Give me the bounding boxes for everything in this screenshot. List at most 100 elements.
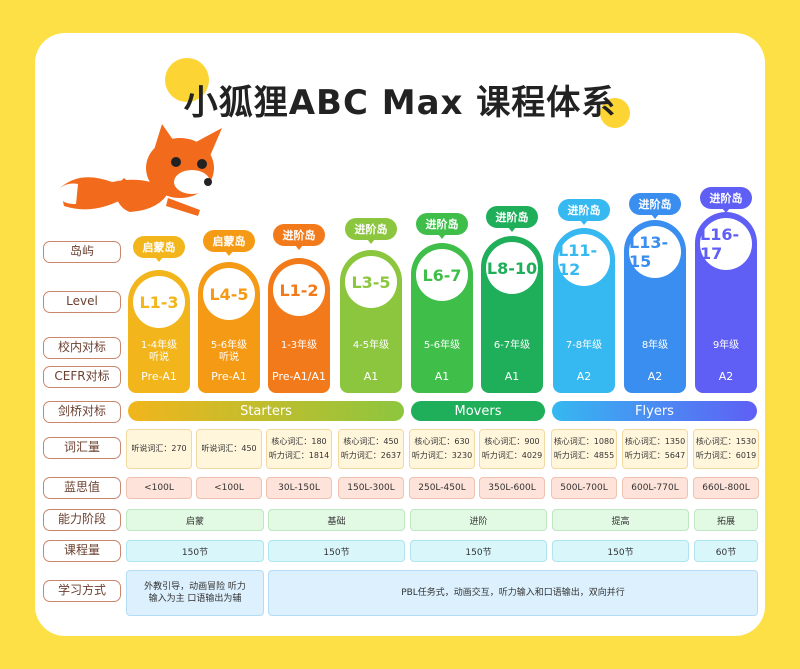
level-column: L6-7 5-6年级 A1: [411, 243, 473, 393]
lexile-cell: <100L: [196, 477, 262, 499]
hours-cell: 150节: [410, 540, 547, 562]
page-title: 小狐狸ABC Max 课程体系: [183, 83, 617, 123]
cambridge-flyers-band: Flyers: [552, 401, 757, 421]
island-badge: 进阶岛: [700, 187, 752, 213]
row-label-cambridge: 剑桥对标: [43, 401, 121, 423]
cefr-level: Pre-A1: [211, 370, 247, 383]
stage-cell: 基础: [268, 509, 405, 531]
cefr-level: A1: [363, 370, 379, 383]
hours-cell: 150节: [552, 540, 689, 562]
lexile-cell: 30L-150L: [266, 477, 332, 499]
vocab-listen: 听力词汇：1814: [268, 451, 330, 460]
row-label-island: 岛屿: [43, 241, 121, 263]
cefr-level: A2: [647, 370, 663, 383]
level-column: L1-3 1-4年级 听说 Pre-A1: [128, 270, 190, 393]
vocab-cell: 核心词汇：450 听力词汇：2637: [338, 429, 404, 469]
vocab-listen: 听力词汇：4855: [553, 451, 615, 460]
level-circle: L8-10: [486, 242, 538, 294]
school-grade: 9年级: [712, 340, 740, 351]
school-grade: 1-3年级: [280, 340, 318, 351]
vocab-cell: 核心词汇：630 听力词汇：3230: [409, 429, 475, 469]
fox-mascot-icon: [60, 124, 222, 216]
school-grade: 5-6年级: [423, 340, 461, 351]
vocab-core: 核心词汇：1080: [553, 437, 615, 446]
level-column: L4-5 5-6年级 听说 Pre-A1: [198, 262, 260, 393]
row-label-school: 校内对标: [43, 337, 121, 359]
level-circle: L1-3: [133, 276, 185, 328]
cefr-level: A1: [434, 370, 450, 383]
row-label-method: 学习方式: [43, 580, 121, 602]
level-circle: L11-12: [558, 234, 610, 286]
stage-cell: 提高: [552, 509, 689, 531]
school-grade: 8年级: [641, 340, 669, 351]
vocab-core: 核心词汇：630: [414, 437, 470, 446]
lexile-cell: 150L-300L: [338, 477, 404, 499]
level-circle: L1-2: [273, 264, 325, 316]
level-column: L3-5 4-5年级 A1: [340, 250, 402, 393]
lexile-cell: 500L-700L: [551, 477, 617, 499]
school-grade: 5-6年级 听说: [210, 340, 248, 363]
vocab-listen: 听力词汇：6019: [695, 451, 757, 460]
vocab-listen: 听力词汇：4029: [481, 451, 543, 460]
row-label-lexile: 蓝思值: [43, 477, 121, 499]
island-badge: 进阶岛: [629, 193, 681, 219]
lexile-cell: 350L-600L: [479, 477, 545, 499]
vocab-listen: 听力词汇：3230: [411, 451, 473, 460]
lexile-cell: 660L-800L: [693, 477, 759, 499]
vocab-core: 核心词汇：900: [484, 437, 540, 446]
level-circle: L3-5: [345, 256, 397, 308]
cefr-level: A2: [718, 370, 734, 383]
decor-dot: [600, 98, 630, 128]
vocab-listen: 听力词汇：5647: [624, 451, 686, 460]
cefr-level: Pre-A1/A1: [272, 370, 326, 383]
vocab-core: 核心词汇：450: [343, 437, 399, 446]
level-column: L16-17 9年级 A2: [695, 212, 757, 393]
row-label-hours: 课程量: [43, 540, 121, 562]
level-circle: L4-5: [203, 268, 255, 320]
lexile-cell: 600L-770L: [622, 477, 688, 499]
island-badge: 进阶岛: [273, 224, 325, 250]
row-label-level: Level: [43, 291, 121, 313]
level-circle: L6-7: [416, 249, 468, 301]
school-grade: 4-5年级: [352, 340, 390, 351]
vocab-core: 核心词汇：1350: [624, 437, 686, 446]
school-grade: 1-4年级 听说: [140, 340, 178, 363]
vocab-cell: 听说词汇：270: [126, 429, 192, 469]
vocab-cell: 核心词汇：900 听力词汇：4029: [479, 429, 545, 469]
island-badge: 启蒙岛: [133, 236, 185, 262]
cefr-level: A1: [504, 370, 520, 383]
row-label-stage: 能力阶段: [43, 509, 121, 531]
level-column: L13-15 8年级 A2: [624, 220, 686, 393]
stage-cell: 拓展: [694, 509, 758, 531]
lexile-cell: <100L: [126, 477, 192, 499]
hours-cell: 60节: [694, 540, 758, 562]
cefr-level: Pre-A1: [141, 370, 177, 383]
island-badge: 进阶岛: [486, 206, 538, 232]
row-label-cefr: CEFR对标: [43, 366, 121, 388]
vocab-cell: 核心词汇：1080 听力词汇：4855: [551, 429, 617, 469]
decor-dot: [165, 58, 209, 102]
vocab-cell: 听说词汇：450: [196, 429, 262, 469]
island-badge: 进阶岛: [345, 218, 397, 244]
level-circle: L13-15: [629, 226, 681, 278]
vocab-listen: 听力词汇：2637: [340, 451, 402, 460]
cefr-level: A2: [576, 370, 592, 383]
vocab-cell: 核心词汇：180 听力词汇：1814: [266, 429, 332, 469]
vocab-core: 核心词汇：180: [271, 437, 327, 446]
island-badge: 启蒙岛: [203, 230, 255, 256]
school-grade: 6-7年级: [493, 340, 531, 351]
vocab-cell: 核心词汇：1530 听力词汇：6019: [693, 429, 759, 469]
hours-cell: 150节: [126, 540, 264, 562]
method-cell: 外教引导，动画冒险 听力输入为主 口语输出为辅: [126, 570, 264, 616]
island-badge: 进阶岛: [558, 199, 610, 225]
vocab-cell: 核心词汇：1350 听力词汇：5647: [622, 429, 688, 469]
vocab-core: 核心词汇：1530: [695, 437, 757, 446]
stage-cell: 启蒙: [126, 509, 264, 531]
stage-cell: 进阶: [410, 509, 547, 531]
island-badge: 进阶岛: [416, 213, 468, 239]
hours-cell: 150节: [268, 540, 405, 562]
vocab-value: 听说词汇：270: [131, 444, 187, 453]
level-circle: L16-17: [700, 218, 752, 270]
method-cell: PBL任务式，动画交互，听力输入和口语输出，双向并行: [268, 570, 758, 616]
cambridge-starters-band: Starters: [128, 401, 404, 421]
